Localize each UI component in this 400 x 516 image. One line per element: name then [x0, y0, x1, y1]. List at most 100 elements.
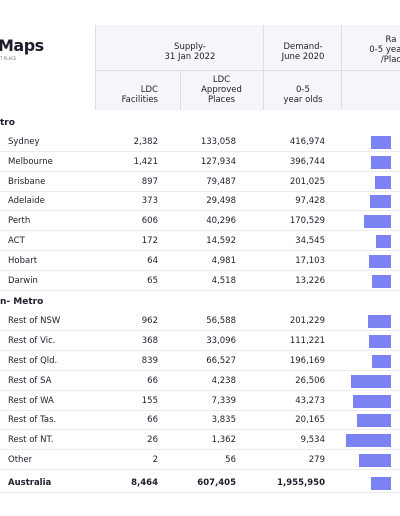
- cell-demand: 396,744: [289, 156, 325, 167]
- cell-facilities: 606: [141, 216, 158, 227]
- ratio-bar: [375, 175, 391, 189]
- ratio-bar: [369, 335, 391, 349]
- cell-demand: 201,229: [289, 316, 325, 327]
- ratio-bar: [371, 155, 391, 169]
- cell-places: 3,835: [211, 415, 236, 426]
- cell-facilities: 66: [147, 375, 158, 386]
- cell-places: 66,527: [206, 356, 236, 366]
- row-divider: [0, 469, 400, 470]
- cell-places: 7,339: [211, 395, 236, 406]
- row-name: Melbourne: [8, 156, 53, 167]
- ratio-bar: [369, 254, 391, 268]
- cell-facilities: 65: [147, 275, 158, 286]
- row-divider: [0, 151, 400, 152]
- cell-facilities: 839: [141, 356, 158, 366]
- row-divider: [0, 492, 400, 493]
- ratio-bar: [371, 136, 391, 149]
- cell-demand: 170,529: [289, 216, 325, 227]
- column-header: LDC: [212, 75, 231, 85]
- cell-facilities: 66: [147, 415, 158, 426]
- row-divider: [0, 250, 400, 251]
- cell-places: 14,592: [206, 236, 236, 246]
- ratio-bar: [357, 414, 391, 428]
- column-header: year olds: [283, 95, 323, 105]
- cell-demand: 111,221: [289, 336, 325, 347]
- ratio-bar: [346, 434, 391, 448]
- cell-facilities: 8,464: [131, 478, 158, 488]
- cell-demand: 416,974: [289, 137, 325, 147]
- cell-demand: 9,534: [300, 435, 325, 446]
- group-header: Supply-: [174, 42, 206, 52]
- divider: [263, 25, 264, 110]
- column-header: LDC: [140, 85, 158, 95]
- ratio-bar: [364, 215, 391, 229]
- ratio-bar: [372, 355, 391, 368]
- row-name: Australia: [8, 478, 52, 488]
- group-header: 0-5 year o: [369, 45, 400, 55]
- row-name: Other: [8, 455, 33, 465]
- cell-demand: 34,545: [295, 236, 325, 246]
- group-header: /Plac: [380, 55, 400, 65]
- row-name: ACT: [8, 236, 25, 246]
- row-divider: [0, 289, 400, 291]
- row-name: Rest of Qld.: [8, 356, 58, 366]
- row-divider: [0, 170, 400, 172]
- group-header: June 2020: [281, 52, 325, 62]
- cell-demand: 17,103: [295, 255, 325, 266]
- row-divider: [0, 370, 400, 371]
- row-divider: [0, 210, 400, 212]
- row-name: Brisbane: [8, 176, 46, 187]
- cell-places: 40,296: [206, 216, 236, 227]
- cell-places: 1,362: [211, 435, 236, 446]
- cell-demand: 20,165: [295, 415, 325, 426]
- section-title: n- Metro: [0, 297, 44, 308]
- column-header: Places: [207, 95, 236, 105]
- row-divider: [0, 429, 400, 431]
- cell-places: 133,058: [200, 137, 236, 147]
- cell-demand: 1,955,950: [277, 478, 325, 488]
- row-name: Perth: [8, 216, 31, 227]
- cell-facilities: 373: [141, 196, 158, 207]
- header-band: [95, 25, 400, 110]
- cell-places: 4,238: [211, 375, 236, 386]
- cell-demand: 43,273: [295, 395, 325, 406]
- cell-demand: 13,226: [295, 275, 325, 286]
- section-title: tro: [0, 118, 15, 128]
- cell-facilities: 172: [141, 236, 158, 246]
- ratio-bar: [375, 235, 391, 248]
- cell-demand: 97,428: [295, 196, 325, 207]
- row-name: Rest of SA: [8, 375, 52, 386]
- cell-places: 79,487: [206, 176, 236, 187]
- divider: [95, 25, 96, 110]
- ratio-bar: [370, 477, 391, 490]
- cell-places: 607,405: [197, 478, 236, 488]
- row-name: Rest of Vic.: [8, 336, 56, 347]
- row-name: Rest of Tas.: [8, 415, 57, 426]
- column-header: Approved: [201, 85, 242, 95]
- cell-demand: 201,025: [289, 176, 325, 187]
- row-name: Rest of NSW: [8, 316, 61, 327]
- group-header: 31 Jan 2022: [164, 52, 216, 62]
- cell-places: 4,518: [211, 275, 236, 286]
- row-divider: [0, 449, 400, 451]
- tagline: T PLACE: [0, 56, 17, 61]
- row-name: Sydney: [8, 137, 40, 147]
- row-name: Darwin: [8, 275, 38, 286]
- cell-places: 4,981: [211, 255, 236, 266]
- cell-facilities: 897: [141, 176, 158, 187]
- cell-demand: 196,169: [289, 356, 325, 366]
- cell-facilities: 2: [152, 455, 158, 465]
- row-divider: [0, 190, 400, 192]
- row-name: Adelaide: [8, 196, 45, 207]
- row-divider: [0, 230, 400, 232]
- ratio-bar: [369, 195, 391, 209]
- row-divider: [0, 330, 400, 332]
- divider: [341, 25, 342, 110]
- ratio-bar: [367, 315, 391, 329]
- cell-places: 56: [225, 455, 236, 465]
- ratio-bar: [359, 454, 391, 467]
- cell-demand: 26,506: [295, 375, 325, 386]
- row-divider: [0, 269, 400, 271]
- cell-places: 33,096: [206, 336, 236, 347]
